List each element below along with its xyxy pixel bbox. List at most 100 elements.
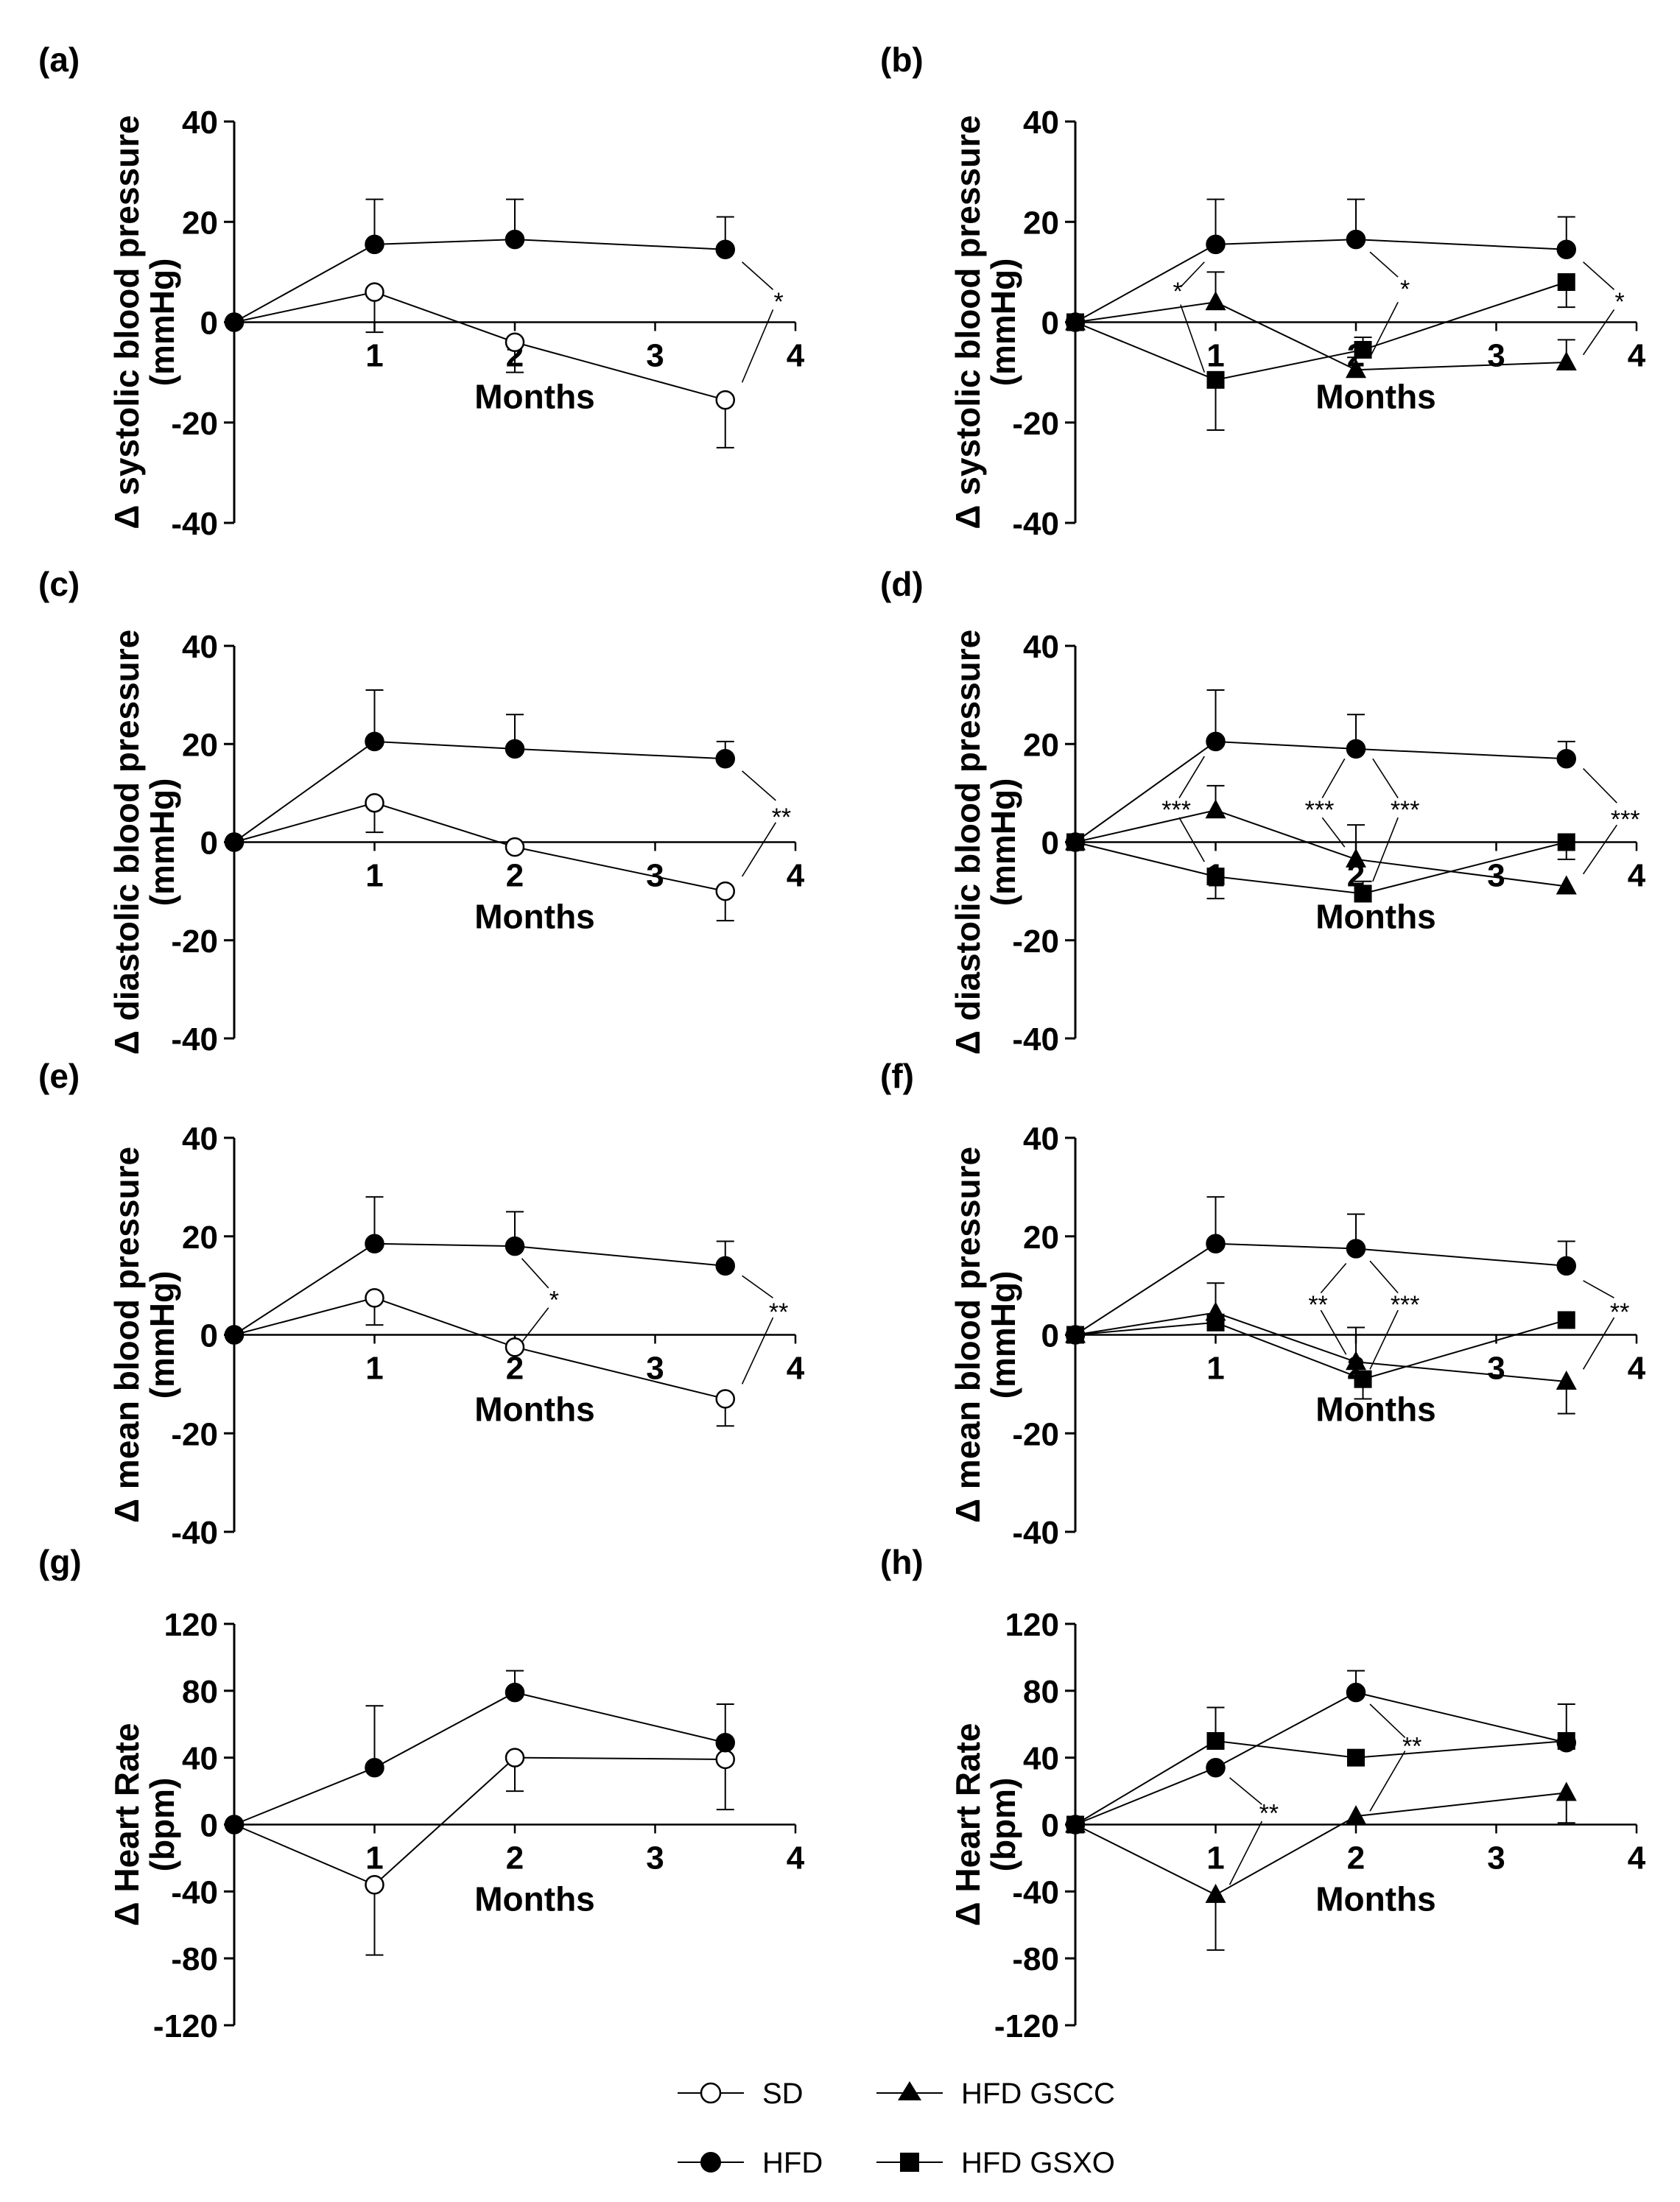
x-tick-label-g: 2 <box>506 1840 524 1876</box>
series-hfd-f <box>1065 1196 1576 1345</box>
series-line-hfd-gscc <box>1075 1312 1567 1383</box>
legend-marker-hfd <box>700 2152 721 2173</box>
x-axis-title-d: Months <box>1315 898 1436 936</box>
significance-line <box>1582 1317 1615 1370</box>
significance-line <box>1369 1260 1399 1294</box>
x-tick-label-c: 4 <box>787 858 805 894</box>
legend-marker-hfd-gsxo <box>900 2153 919 2172</box>
significance-line <box>1178 756 1205 798</box>
x-axis-title-c: Months <box>474 898 595 936</box>
y-tick-label-f: 20 <box>1023 1220 1059 1256</box>
point-hfd <box>365 1758 384 1778</box>
series-hfd-g <box>224 1670 735 1835</box>
x-tick-label-h: 4 <box>1628 1840 1646 1876</box>
y-tick-label-d: -40 <box>1012 1021 1059 1058</box>
point-hfd <box>1206 1758 1226 1778</box>
series-hfd-gsxo-d <box>1066 833 1575 903</box>
significance-annotation-d: *** <box>1582 768 1640 875</box>
point-hfd-gsxo <box>1354 1370 1372 1388</box>
point-hfd-gscc <box>1556 875 1577 895</box>
point-hfd <box>505 739 525 759</box>
series-line-hfd <box>1075 1692 1567 1826</box>
significance-annotation-a: * <box>741 261 784 383</box>
significance-line <box>1321 758 1346 798</box>
point-hfd <box>1206 234 1226 255</box>
series-line-sd <box>233 1297 725 1400</box>
panel-g: (g) 120 80 40 0 -40 -80 -120 1 2 3 4 Months Δ Heart R… <box>38 1543 805 2044</box>
point-hfd-gsxo <box>1557 1731 1575 1750</box>
point-hfd <box>224 1325 245 1345</box>
significance-line <box>1180 261 1205 288</box>
significance-line <box>742 770 776 801</box>
point-hfd-gsxo <box>1206 868 1225 886</box>
y-axis-title-f: Δ mean blood pressure <box>949 1147 987 1523</box>
significance-line <box>1320 1309 1347 1355</box>
point-sd <box>505 332 525 352</box>
point-hfd-gsxo <box>1354 340 1372 359</box>
point-hfd-gsxo <box>1557 273 1575 291</box>
y-tick-label-b: 0 <box>1041 306 1059 342</box>
point-sd <box>365 1288 384 1308</box>
y-axis-unit-h: (bpm) <box>984 1778 1022 1872</box>
point-sd <box>365 1875 384 1895</box>
point-hfd <box>715 748 735 769</box>
point-hfd <box>365 731 384 752</box>
point-sd <box>505 1337 525 1357</box>
point-hfd <box>715 239 735 259</box>
point-hfd <box>1346 229 1366 250</box>
x-axis-title-h: Months <box>1315 1880 1436 1918</box>
y-axis-unit-f: (mmHg) <box>984 1271 1022 1399</box>
legend-marker-sd <box>700 2082 722 2104</box>
x-axis-title-f: Months <box>1315 1390 1436 1429</box>
legend-label-hfd-gscc: HFD GSCC <box>961 2078 1115 2110</box>
x-tick-label-f: 3 <box>1487 1351 1505 1387</box>
legend-item-hfd: HFD <box>678 2147 823 2179</box>
series-line-hfd <box>233 1692 725 1826</box>
y-axis-unit-g: (bpm) <box>143 1778 181 1872</box>
significance-line <box>521 1258 549 1289</box>
panel-label-g: (g) <box>38 1543 82 1581</box>
point-hfd <box>1206 731 1226 752</box>
significance-annotation-d: *** <box>1161 756 1205 862</box>
y-tick-label-d: 40 <box>1023 629 1059 665</box>
significance-line <box>521 1307 549 1343</box>
point-hfd-gscc <box>1205 291 1226 311</box>
y-tick-label-a: -20 <box>171 406 218 442</box>
significance-line <box>741 1317 774 1385</box>
y-tick-label-a: 20 <box>182 205 218 241</box>
point-hfd <box>1346 1239 1366 1259</box>
point-hfd <box>505 1236 525 1256</box>
legend-label-hfd-gsxo: HFD GSXO <box>961 2147 1115 2179</box>
significance-label: *** <box>1391 796 1420 824</box>
point-hfd-gsxo <box>1066 1815 1084 1834</box>
y-tick-label-c: -40 <box>171 1021 218 1058</box>
x-tick-label-b: 3 <box>1487 338 1505 374</box>
panel-label-e: (e) <box>38 1057 80 1095</box>
legend-item-hfd-gscc: HFD GSCC <box>876 2078 1115 2110</box>
significance-annotation-f: ** <box>1582 1280 1629 1370</box>
x-tick-label-a: 1 <box>365 338 383 374</box>
significance-line <box>1372 758 1399 798</box>
point-hfd <box>365 234 384 255</box>
significance-label: * <box>549 1286 559 1314</box>
y-tick-label-g: 120 <box>164 1607 218 1643</box>
x-tick-label-a: 4 <box>787 338 805 374</box>
point-hfd <box>1346 1682 1366 1703</box>
legend-item-sd: SD <box>678 2078 804 2110</box>
series-hfd-gsxo-b <box>1066 273 1575 431</box>
point-hfd-gscc <box>1556 351 1577 370</box>
x-tick-label-b: 1 <box>1206 338 1224 374</box>
point-hfd-gsxo <box>1066 833 1084 851</box>
x-tick-label-f: 1 <box>1206 1351 1224 1387</box>
point-sd <box>505 837 525 857</box>
panel-label-d: (d) <box>880 565 924 603</box>
significance-line <box>1229 1777 1262 1805</box>
significance-annotation-d: *** <box>1305 758 1346 848</box>
point-hfd-gsxo <box>1347 1748 1365 1767</box>
point-hfd-gsxo <box>1557 833 1575 851</box>
x-tick-label-a: 3 <box>646 338 664 374</box>
series-line-hfd <box>233 740 725 843</box>
y-axis-unit-b: (mmHg) <box>984 258 1022 387</box>
